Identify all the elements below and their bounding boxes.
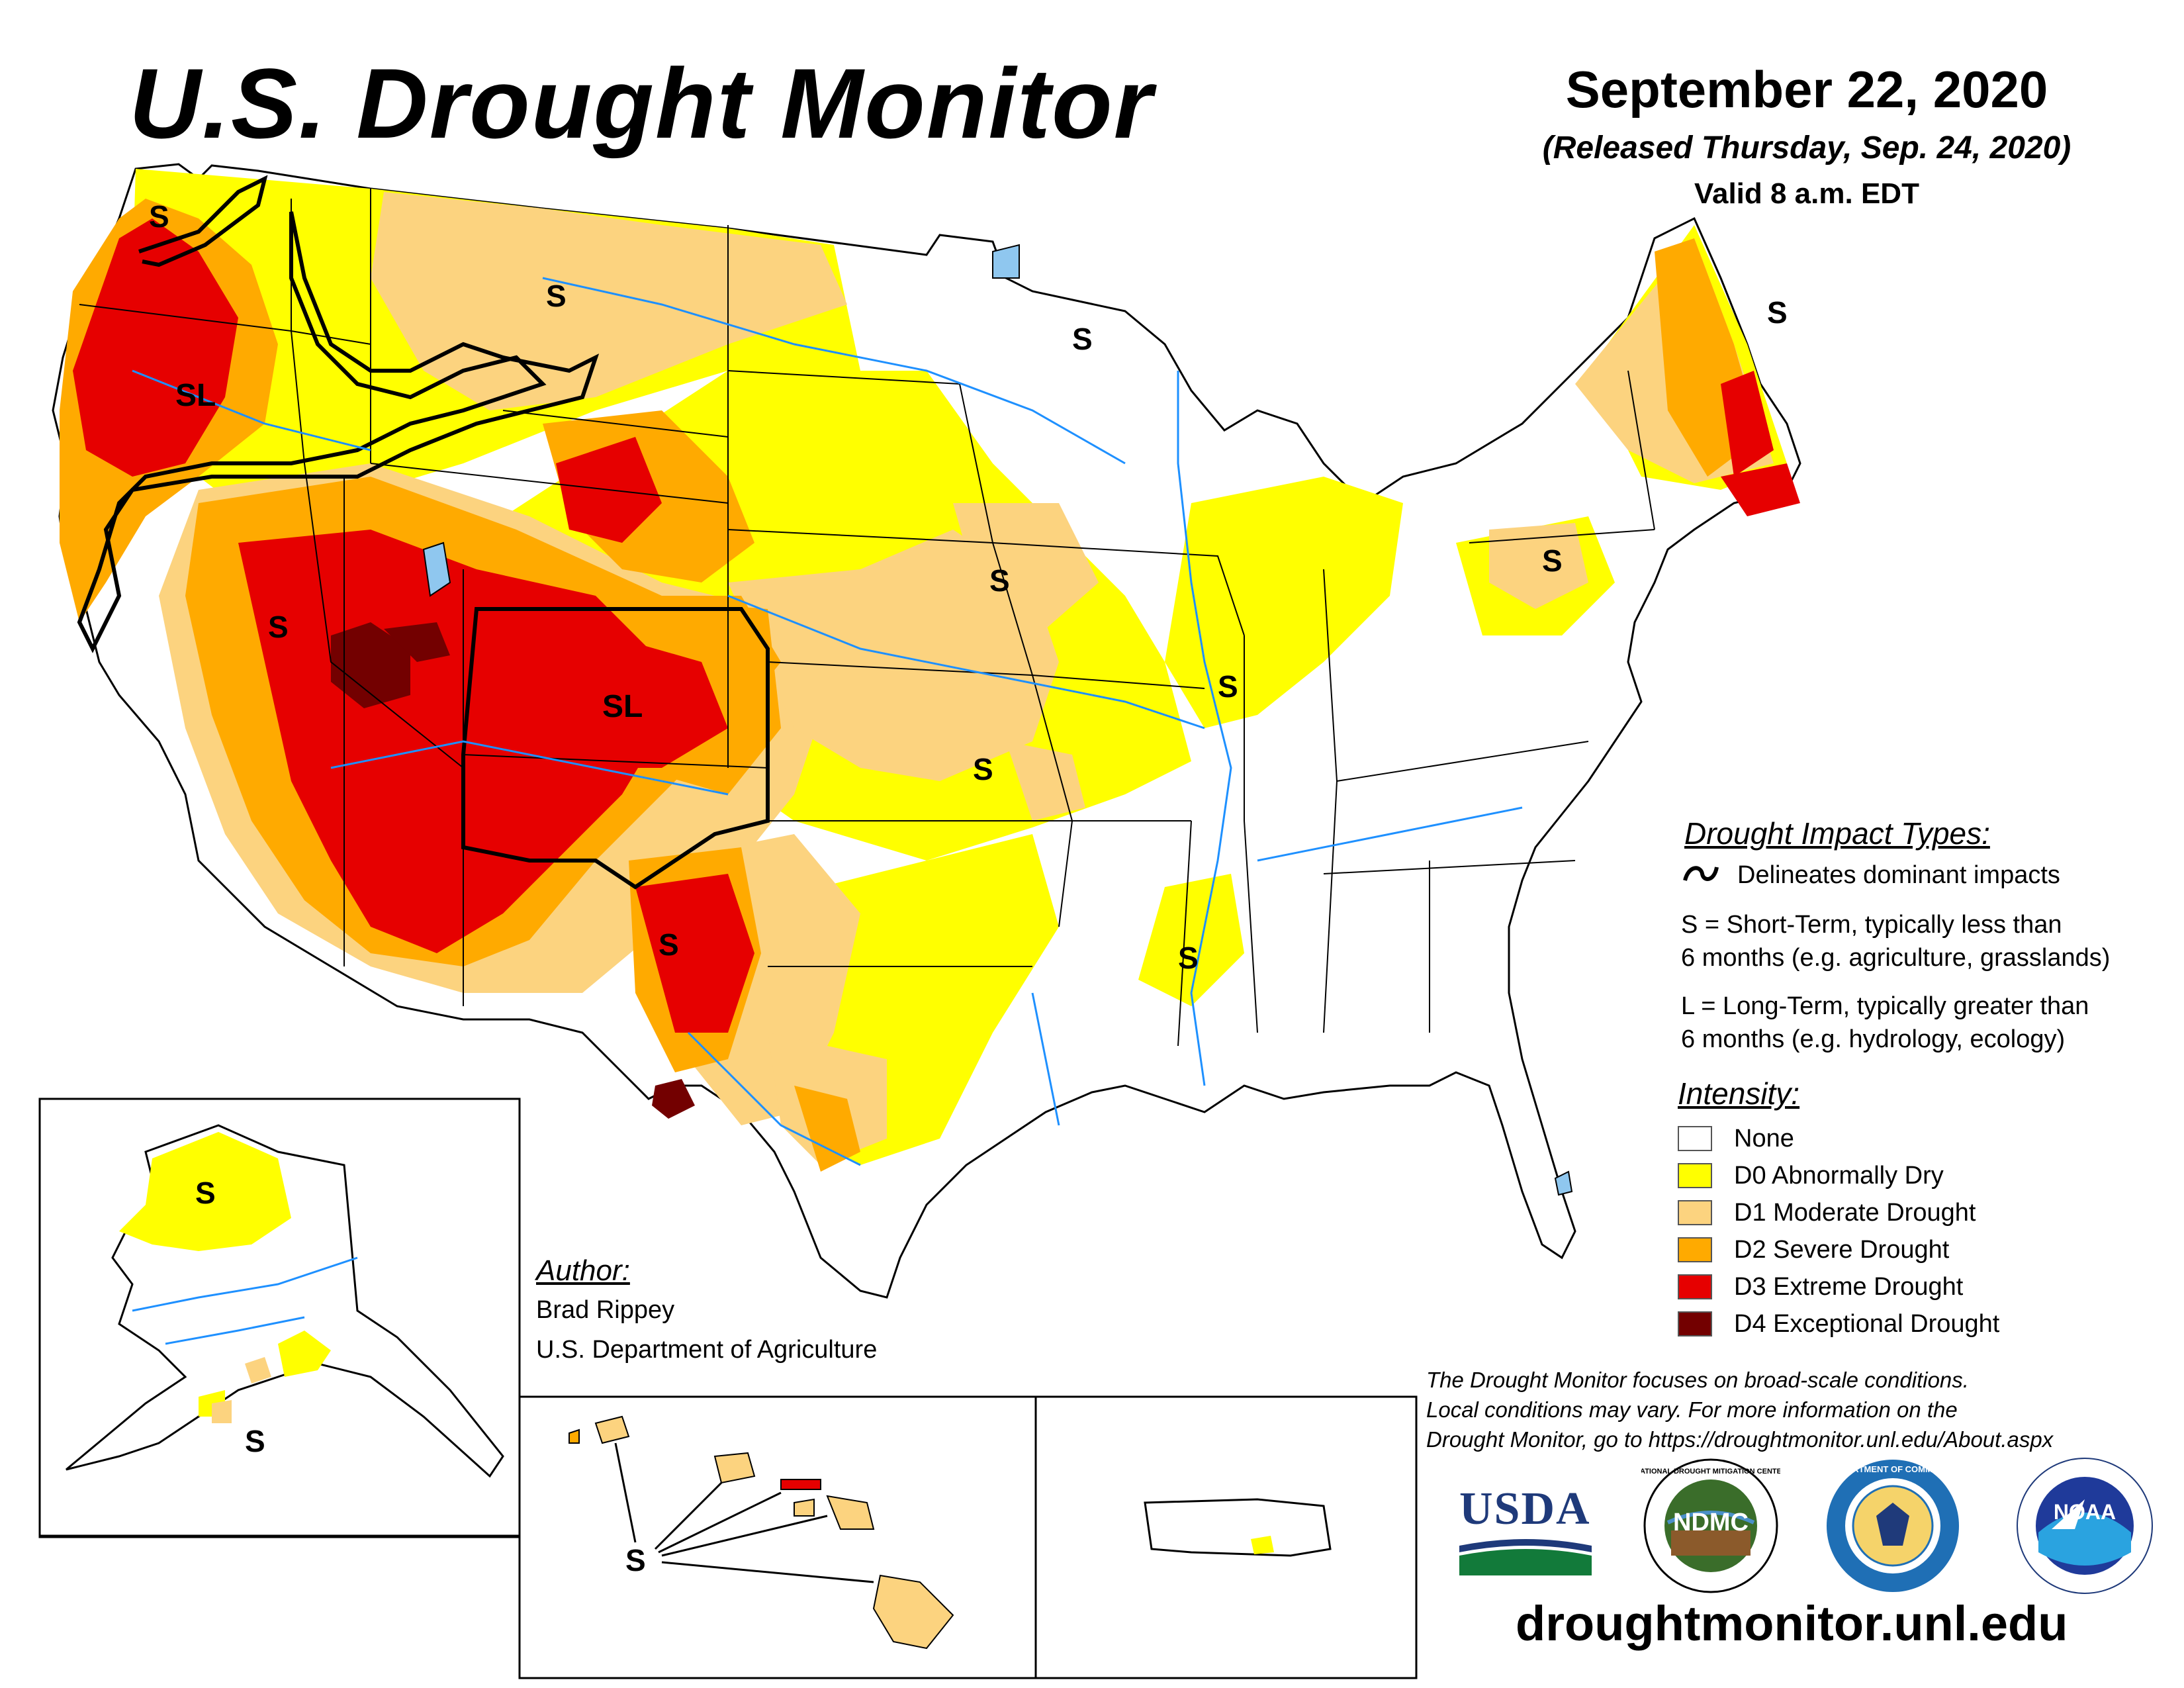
intensity-swatch xyxy=(1678,1200,1712,1225)
map-label-ms: S xyxy=(1178,941,1199,975)
intensity-label: D2 Severe Drought xyxy=(1734,1236,1950,1264)
note-line-2: Local conditions may vary. For more info… xyxy=(1426,1397,1958,1422)
map-label-me: S xyxy=(1767,295,1788,330)
intensity-label: D0 Abnormally Dry xyxy=(1734,1162,1944,1190)
map-date: September 22, 2020 xyxy=(1565,60,2048,118)
usda-logo: USDA xyxy=(1459,1483,1592,1575)
map-label-ak-south: S xyxy=(245,1424,265,1458)
short-term-line2: 6 months (e.g. agriculture, grasslands) xyxy=(1681,944,2111,972)
map-label-or: SL xyxy=(175,378,216,413)
noaa-logo: NOAA xyxy=(2017,1458,2153,1594)
map-label-ia: S xyxy=(989,563,1010,598)
author-name: Brad Rippey xyxy=(536,1296,675,1324)
impact-line-label: Delineates dominant impacts xyxy=(1737,861,2060,889)
puerto-rico-outline xyxy=(1144,1498,1332,1557)
intensity-swatch xyxy=(1678,1274,1712,1299)
alaska-rivers xyxy=(132,1256,358,1345)
intensity-label: D1 Moderate Drought xyxy=(1734,1199,1976,1227)
intensity-legend-heading: Intensity: xyxy=(1678,1076,1800,1111)
map-label-ks: S xyxy=(973,752,993,786)
note-line-1: The Drought Monitor focuses on broad-sca… xyxy=(1426,1368,1969,1392)
impact-line-icon xyxy=(1683,866,1719,881)
usda-logo-text: USDA xyxy=(1459,1483,1591,1534)
noaa-logo-text: NOAA xyxy=(2054,1500,2116,1524)
hawaii-label-lines xyxy=(614,1442,874,1583)
hawaii-islands xyxy=(569,1415,954,1650)
intensity-swatch xyxy=(1678,1126,1712,1151)
intensity-swatch xyxy=(1678,1237,1712,1262)
lakes xyxy=(422,244,1573,1196)
disclaimer-note: The Drought Monitor focuses on broad-sca… xyxy=(1426,1365,2167,1454)
map-label-mn: S xyxy=(1072,322,1093,356)
intensity-label: None xyxy=(1734,1125,1794,1152)
long-term-line1: L = Long-Term, typically greater than xyxy=(1681,992,2089,1020)
d4-areas xyxy=(331,622,695,1119)
intensity-label: D4 Exceptional Drought xyxy=(1734,1310,2000,1338)
intensity-label: D3 Extreme Drought xyxy=(1734,1273,1964,1301)
map-label-co: SL xyxy=(602,689,643,724)
ndmc-logo-text: NDMC xyxy=(1673,1509,1749,1536)
impact-legend-heading: Drought Impact Types: xyxy=(1684,816,1990,851)
ndmc-logo: NDMC NATIONAL DROUGHT MITIGATION CENTER xyxy=(1641,1458,1780,1593)
author-heading: Author: xyxy=(536,1254,630,1287)
map-label-nm: S xyxy=(659,927,679,962)
impact-lines xyxy=(77,175,770,890)
usda-logo-waves xyxy=(1459,1539,1592,1575)
puerto-rico-d0 xyxy=(1251,1536,1274,1554)
release-date: (Released Thursday, Sep. 24, 2020) xyxy=(1542,130,2071,165)
intensity-swatch xyxy=(1678,1311,1712,1336)
hawaii-inset xyxy=(518,1395,1037,1679)
map-label-wa: S xyxy=(149,199,169,234)
valid-time: Valid 8 a.m. EDT xyxy=(1694,177,1919,210)
author-org: U.S. Department of Agriculture xyxy=(536,1336,878,1364)
commerce-logo: DEPARTMENT OF COMMERCE xyxy=(1827,1460,1959,1592)
map-label-hi: S xyxy=(625,1543,646,1577)
note-line-3[interactable]: Drought Monitor, go to https://droughtmo… xyxy=(1426,1427,2054,1452)
page-title: U.S. Drought Monitor xyxy=(129,48,1154,159)
map-label-il: S xyxy=(1218,669,1238,704)
map-label-ak-north: S xyxy=(195,1176,216,1210)
rivers xyxy=(132,277,1523,1166)
commerce-logo-ring: DEPARTMENT OF COMMERCE xyxy=(1829,1464,1956,1474)
alaska-d0 xyxy=(119,1132,331,1417)
website-link[interactable]: droughtmonitor.unl.edu xyxy=(1516,1596,2068,1651)
short-term-text: S = Short-Term, typically less than xyxy=(1681,911,2062,939)
map-label-pa: S xyxy=(1542,543,1563,578)
alaska-d1 xyxy=(212,1357,271,1423)
map-label-nv: S xyxy=(268,610,289,644)
map-label-mt: S xyxy=(546,279,567,313)
long-term-line2: 6 months (e.g. hydrology, ecology) xyxy=(1681,1025,2066,1053)
ndmc-logo-ring: NATIONAL DROUGHT MITIGATION CENTER xyxy=(1641,1468,1780,1476)
short-term-line1: S = Short-Term, typically less than xyxy=(1681,908,2062,941)
intensity-swatch xyxy=(1678,1163,1712,1188)
